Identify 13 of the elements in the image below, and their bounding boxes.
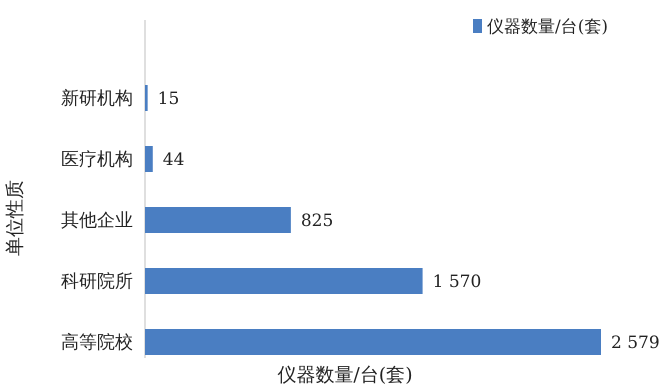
y-tick-label: 新研机构: [61, 88, 133, 109]
y-tick-label: 高等院校: [61, 332, 133, 353]
y-tick-label: 其他企业: [61, 210, 133, 231]
legend-label: 仪器数量/台(套): [487, 17, 608, 37]
y-tick-label: 医疗机构: [61, 149, 133, 170]
data-label: 15: [158, 89, 180, 109]
y-tick-label: 科研院所: [61, 271, 133, 292]
data-label: 44: [162, 150, 184, 170]
y-axis-title: 单位性质: [4, 180, 26, 256]
data-label: 825: [300, 211, 334, 231]
x-axis-title: 仪器数量/台(套): [277, 364, 413, 386]
data-label: 1 570: [432, 272, 482, 292]
data-label: 2 579: [611, 333, 660, 353]
